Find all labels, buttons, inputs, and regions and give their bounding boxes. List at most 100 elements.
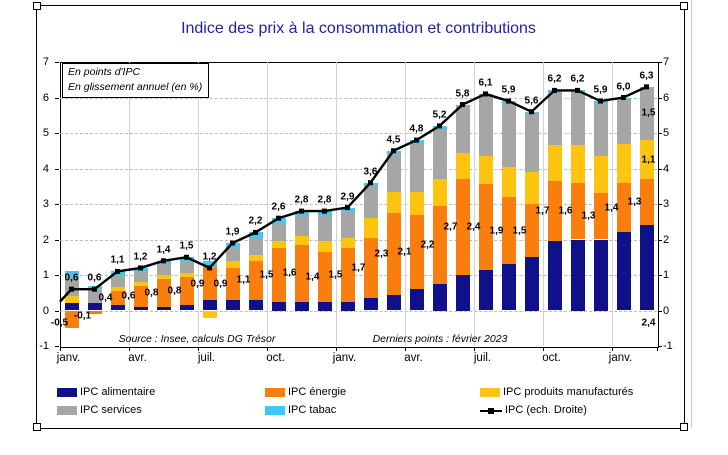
y-axis-right-tick [658,133,662,134]
line-value-label: 5,9 [501,84,516,96]
energy-value-label: 0,9 [213,278,228,290]
bar-segment-ipc-services [225,248,240,261]
bar-segment-ipc-nergie [363,237,378,299]
horizontal-gridline [60,133,657,134]
bar-segment-ipc-produits-manufactur-s [616,143,631,183]
energy-value-label: 1,1 [236,274,251,286]
line-marker [322,208,327,214]
bar-segment-ipc-nergie [87,310,102,315]
bar-segment-ipc-services [432,129,447,180]
energy-value-label: 1,5 [512,225,527,237]
bar-segment-ipc-services [340,211,355,238]
bar-segment-ipc-nergie [64,310,79,329]
y-axis-left-tick [55,275,59,276]
line-marker [506,98,511,104]
bar-segment-ipc-alimentaire [156,306,171,311]
bar-segment-ipc-nergie [225,267,240,300]
line-marker [230,240,235,246]
bar-segment-ipc-alimentaire [478,269,493,311]
line-marker [552,87,557,93]
unit-annotation-box: En points d'IPC En glissement annuel (en… [62,63,210,98]
legend-item-ipc-produits-manufactur-s[interactable]: IPC produits manufacturés [480,386,633,398]
last-points-note: Derniers points : février 2023 [372,333,508,345]
line-marker [253,229,258,235]
y-axis-right-tick [658,310,662,312]
line-value-label: 6,0 [616,81,631,92]
bar-segment-ipc-alimentaire [110,305,125,311]
legend-swatch [480,387,500,397]
bar-segment-ipc-produits-manufactur-s [409,191,424,215]
x-axis-label: avr. [404,352,423,364]
energy-value-label: 1,4 [305,271,320,283]
bar-segment-ipc-alimentaire [133,306,148,311]
line-marker [644,84,649,90]
bar-segment-ipc-alimentaire [294,301,309,311]
unit-annotation-line1: En points d'IPC [68,66,141,78]
bar-segment-ipc-services [616,99,631,144]
line-value-label: 6,2 [547,73,562,85]
vertical-gridline [612,62,613,346]
bar-segment-ipc-nergie [317,251,332,302]
line-value-label: 4,5 [386,134,401,146]
horizontal-gridline [60,168,657,170]
legend-item-ipc-services[interactable]: IPC services [57,404,142,416]
bar-segment-ipc-produits-manufactur-s [570,145,585,183]
y-axis-left-label: 2 [42,233,49,246]
last-bar-services-label: 1,5 [641,107,656,119]
energy-value-label: 1,5 [328,269,343,281]
line-value-label: 1,1 [110,254,125,266]
selection-handle[interactable] [33,2,41,10]
vertical-gridline [474,62,475,346]
bar-segment-ipc-produits-manufactur-s [271,241,286,249]
legend-line-symbol [480,406,502,415]
legend-label: IPC tabac [288,404,337,416]
bar-segment-ipc-alimentaire [363,298,378,311]
line-marker [161,258,166,264]
legend-item-ipc-ech-droite-[interactable]: IPC (ech. Droite) [480,404,587,416]
line-value-label: 1,2 [133,251,148,263]
legend-item-ipc-alimentaire[interactable]: IPC alimentaire [57,386,155,398]
energy-value-label: 1,6 [558,205,573,217]
y-axis-left-tick [55,346,59,347]
bar-segment-ipc-tabac [202,260,217,267]
selection-handle[interactable] [680,423,688,431]
horizontal-gridline [60,310,657,312]
y-axis-right-label: -1 [663,340,673,352]
bar-segment-ipc-services [455,106,470,153]
y-axis-left-tick [55,133,59,134]
bar-segment-ipc-services [593,102,608,157]
y-axis-left-tick [55,168,59,170]
vertical-gridline [405,62,406,346]
energy-value-label: 1,7 [351,262,366,274]
line-marker [299,208,304,214]
horizontal-gridline [60,97,657,99]
energy-value-label: 1,3 [627,196,642,208]
legend-item-ipc-nergie[interactable]: IPC énergie [265,386,346,398]
bar-segment-ipc-produits-manufactur-s [478,156,493,185]
x-axis-tick [336,348,337,351]
bar-segment-ipc-alimentaire [87,303,102,311]
selection-handle[interactable] [33,423,41,431]
line-value-label: 3,6 [363,166,378,178]
bar-segment-ipc-nergie [156,278,171,307]
x-axis-tick [657,348,658,351]
legend-swatch [57,405,77,415]
y-axis-left-label: 7 [42,56,49,68]
line-value-label: 5,2 [432,109,447,121]
line-value-label: 2,8 [317,194,332,206]
line-value-label: 1,4 [156,244,171,256]
bar-segment-ipc-services [363,186,378,219]
selection-handle[interactable] [680,2,688,10]
y-axis-right-label: 5 [663,127,670,139]
bar-segment-ipc-alimentaire [409,289,424,311]
unit-annotation-line2: En glissement annuel (en %) [68,81,203,93]
y-axis-left-label: 4 [42,162,49,175]
legend-item-ipc-tabac[interactable]: IPC tabac [265,404,336,416]
bar-segment-ipc-services [639,86,654,141]
y-axis-left-label: 3 [42,198,49,210]
line-value-label: 2,6 [271,201,286,213]
line-marker [138,265,143,271]
bar-segment-ipc-produits-manufactur-s [248,255,263,261]
vertical-gridline [336,62,337,346]
bar-segment-ipc-produits-manufactur-s [156,275,171,279]
